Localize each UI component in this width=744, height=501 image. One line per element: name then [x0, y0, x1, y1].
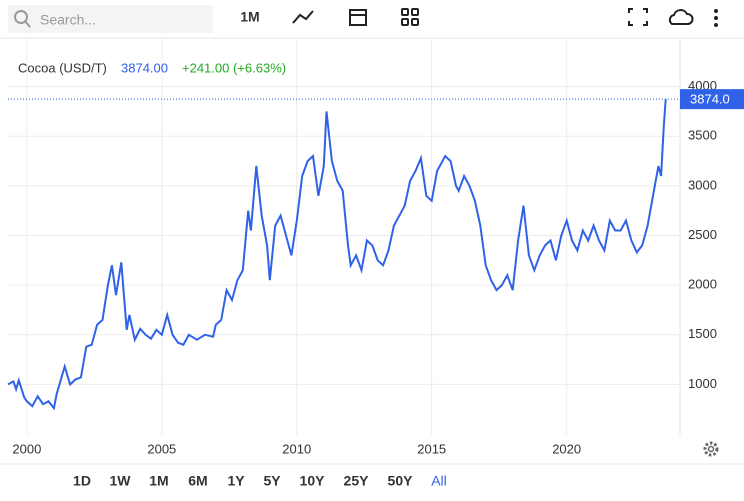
legend-last-price: 3874.00	[121, 60, 168, 75]
interval-button[interactable]: 1M	[240, 9, 259, 25]
fullscreen-icon[interactable]	[628, 8, 648, 26]
y-tick-label: 1500	[688, 326, 717, 341]
range-button[interactable]: 50Y	[388, 473, 414, 489]
range-button[interactable]: 1Y	[227, 473, 245, 489]
search-placeholder: Search...	[40, 12, 96, 28]
legend-name: Cocoa (USD/T)	[18, 60, 107, 75]
range-button[interactable]: 1W	[110, 473, 132, 489]
range-button[interactable]: 1M	[149, 473, 168, 489]
range-button[interactable]: 10Y	[300, 473, 326, 489]
range-button[interactable]: 5Y	[263, 473, 281, 489]
y-tick-label: 3000	[688, 177, 717, 192]
legend-change: +241.00 (+6.63%)	[182, 60, 286, 75]
y-tick-label: 2000	[688, 277, 717, 292]
x-tick-label: 2020	[552, 441, 581, 456]
range-button[interactable]: 6M	[188, 473, 207, 489]
search-icon	[24, 20, 31, 28]
range-button[interactable]: 1D	[73, 473, 91, 489]
search-box[interactable]	[8, 5, 213, 33]
x-tick-label: 2005	[147, 441, 176, 456]
calendar-icon[interactable]	[349, 9, 367, 26]
range-button[interactable]: 25Y	[344, 473, 370, 489]
indicators-icon[interactable]	[401, 8, 419, 26]
price-tag-label: 3874.0	[690, 92, 730, 107]
chart-type-icon[interactable]	[292, 10, 314, 24]
x-tick-label: 2015	[417, 441, 446, 456]
y-tick-label: 3500	[688, 128, 717, 143]
search-icon	[14, 10, 28, 24]
price-line	[7, 99, 667, 411]
menu-icon[interactable]	[714, 9, 718, 27]
range-button[interactable]: All	[431, 473, 447, 489]
settings-icon[interactable]	[703, 441, 719, 457]
y-tick-label: 1000	[688, 376, 717, 391]
x-tick-label: 2000	[12, 441, 41, 456]
x-tick-label: 2010	[282, 441, 311, 456]
download-icon[interactable]	[668, 9, 694, 25]
price-tag	[680, 89, 744, 110]
y-tick-label: 2500	[688, 227, 717, 242]
